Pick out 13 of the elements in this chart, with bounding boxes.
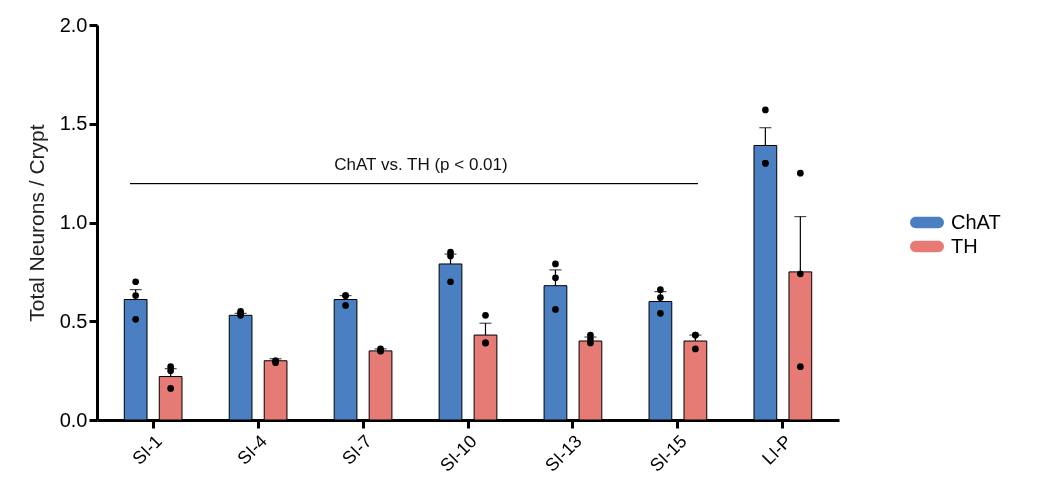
legend-label: TH <box>951 234 978 257</box>
y-axis-title: Total Neurons / Crypt <box>24 124 48 322</box>
y-tick-label: 1.5 <box>59 112 88 135</box>
y-tick-label: 1.0 <box>59 211 88 233</box>
legend-label: ChAT <box>951 210 1001 233</box>
y-tick-label: 2.0 <box>59 13 88 36</box>
x-tick-label: SI-4 <box>233 431 271 469</box>
y-tick-label: 0.5 <box>59 309 88 332</box>
x-tick-label: SI-1 <box>128 431 166 469</box>
x-tick-label: LI-P <box>758 431 796 469</box>
annotation: ChAT vs. TH (p < 0.01) <box>334 155 508 174</box>
x-tick-label: SI-7 <box>338 431 376 469</box>
y-tick-label: 0.0 <box>59 408 88 431</box>
